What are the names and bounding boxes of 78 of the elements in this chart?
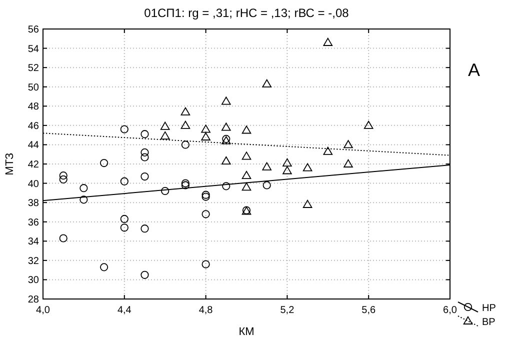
point <box>222 156 231 165</box>
point <box>323 38 333 46</box>
point <box>59 172 68 180</box>
point <box>364 120 374 129</box>
point <box>181 181 190 190</box>
x-axis-title: КМ <box>238 326 254 338</box>
y-tick-label: 40 <box>28 178 40 190</box>
point <box>344 140 353 148</box>
point <box>140 172 149 181</box>
y-tick-label: 42 <box>28 160 40 170</box>
point <box>222 122 231 131</box>
y-tick-label: 28 <box>28 294 40 306</box>
y-axis-title: МТЗ <box>4 152 16 176</box>
point <box>59 175 68 184</box>
point <box>202 260 210 268</box>
point <box>161 186 170 196</box>
x-tick-label: 5,2 <box>280 305 295 316</box>
y-tick-label: 50 <box>28 82 40 94</box>
point <box>180 120 190 129</box>
point <box>222 96 231 105</box>
y-tick-label: 54 <box>28 44 40 55</box>
point <box>242 126 252 134</box>
point <box>140 270 149 279</box>
point <box>262 162 272 170</box>
y-tick-label: 34 <box>28 236 40 248</box>
point <box>140 153 149 162</box>
point <box>100 158 108 168</box>
point <box>120 214 128 224</box>
point <box>140 224 149 233</box>
point <box>302 200 312 208</box>
point <box>302 163 312 172</box>
point <box>222 182 230 190</box>
point <box>262 79 272 88</box>
legend-label: НР <box>482 303 496 314</box>
point <box>202 192 210 201</box>
y-tick-label: 46 <box>28 120 40 132</box>
point <box>282 158 292 166</box>
x-tick-label: 6,0 <box>443 305 458 316</box>
point <box>180 107 190 116</box>
legend-label: ВР <box>482 317 496 328</box>
x-tick-label: 4,0 <box>36 305 50 316</box>
y-tick-label: 36 <box>28 217 40 228</box>
x-tick-label: 4,4 <box>117 305 132 316</box>
point <box>120 224 128 232</box>
point <box>242 152 252 160</box>
point <box>242 170 252 180</box>
y-tick-label: 52 <box>28 63 40 74</box>
point <box>202 190 210 199</box>
point <box>160 122 170 130</box>
point <box>80 184 88 192</box>
point <box>140 130 149 138</box>
text: А <box>468 60 480 80</box>
point <box>120 125 128 134</box>
point <box>181 140 190 149</box>
point <box>59 234 68 242</box>
point <box>202 210 210 218</box>
y-tick-label: 38 <box>28 198 40 210</box>
point <box>201 124 210 133</box>
chart-title: 01СП1: rg = ,31; rНС = ,13; rВС = -,08 <box>144 6 350 20</box>
point <box>344 159 353 168</box>
point <box>262 181 271 190</box>
point <box>242 182 252 191</box>
point <box>201 132 210 140</box>
point <box>120 177 128 186</box>
x-tick-label: 5,6 <box>362 305 376 316</box>
y-tick-label: 56 <box>28 24 40 36</box>
point <box>181 179 190 188</box>
point <box>160 131 170 140</box>
point <box>100 263 108 272</box>
y-tick-label: 48 <box>28 102 40 113</box>
point <box>282 166 292 174</box>
point <box>323 146 333 155</box>
y-tick-label: 32 <box>28 256 40 267</box>
point <box>80 196 88 204</box>
y-tick-label: 30 <box>28 275 40 286</box>
x-tick-label: 4,8 <box>198 305 214 316</box>
y-tick-label: 44 <box>28 140 40 152</box>
point <box>140 148 149 156</box>
